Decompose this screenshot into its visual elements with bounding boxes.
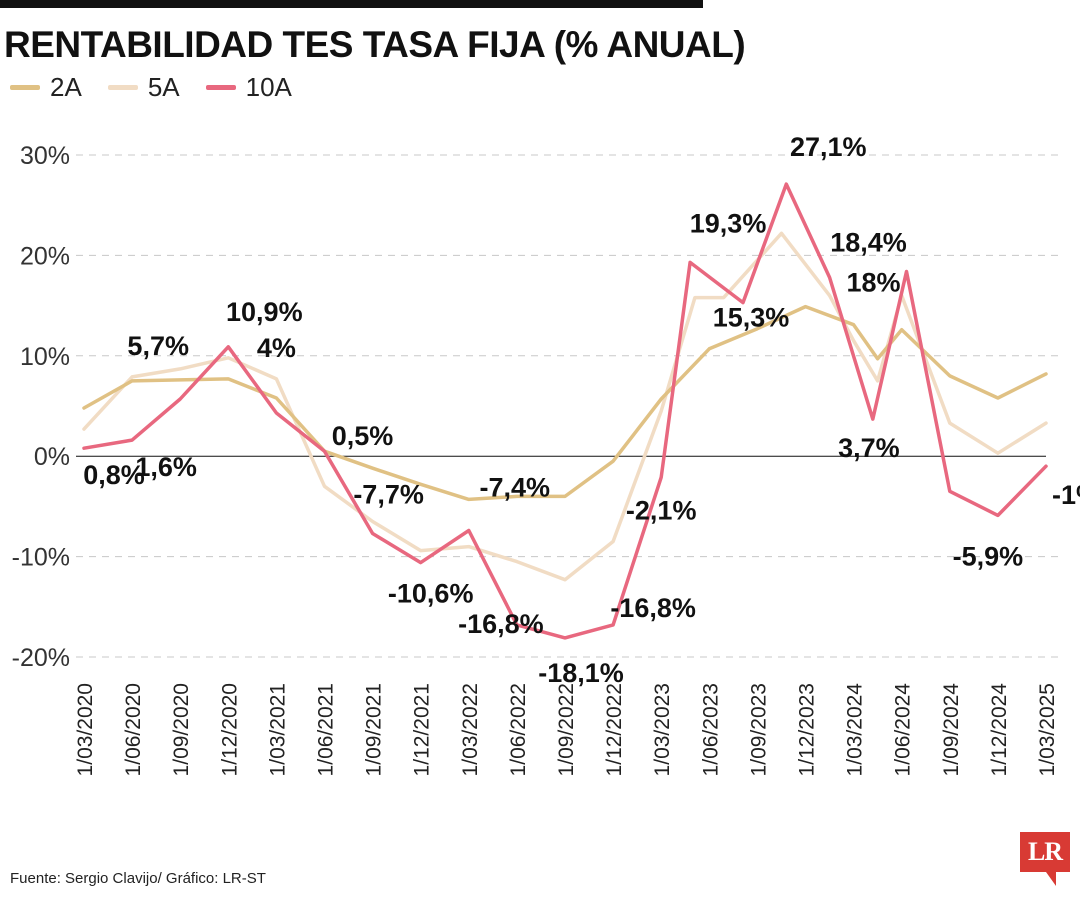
legend-item-2a: 2A	[10, 72, 82, 103]
data-label: 19,3%	[690, 208, 767, 238]
source-note: Fuente: Sergio Clavijo/ Gráfico: LR-ST	[10, 870, 266, 887]
data-label: -7,4%	[480, 472, 551, 502]
x-tick-label: 1/12/2022	[603, 683, 626, 776]
data-label: 0,5%	[332, 421, 394, 451]
legend-swatch-10a	[205, 85, 236, 90]
legend-item-10a: 10A	[205, 72, 292, 103]
data-label: -2,1%	[626, 495, 697, 525]
x-tick-label: 1/06/2024	[892, 683, 915, 777]
legend-label-2a: 2A	[50, 72, 82, 102]
x-tick-label: 1/12/2020	[218, 683, 241, 776]
legend-swatch-5a	[107, 85, 138, 90]
data-label: 10,9%	[226, 297, 303, 327]
x-tick-label: 1/12/2021	[411, 683, 434, 776]
data-label: -5,9%	[953, 541, 1024, 571]
y-tick-label: -10%	[12, 544, 70, 572]
x-tick-label: 1/06/2020	[122, 683, 145, 776]
data-label: -16,8%	[610, 593, 696, 623]
data-label: 15,3%	[713, 303, 790, 333]
y-tick-label: 20%	[20, 242, 70, 270]
y-tick-label: 10%	[20, 343, 70, 371]
x-tick-label: 1/03/2021	[266, 683, 289, 776]
series-line-10a	[82, 182, 1048, 640]
data-label: 18%	[847, 267, 901, 297]
data-label: 1,6%	[135, 452, 197, 482]
x-tick-label: 1/12/2024	[988, 683, 1011, 777]
x-tick-label: 1/12/2023	[796, 683, 819, 776]
y-tick-label: 30%	[20, 142, 70, 170]
series-line-5a	[82, 231, 1048, 582]
x-tick-label: 1/09/2021	[363, 683, 386, 776]
line-chart: 30% 20% 10% 0% -10% -20%1/03/2020 1/06/2020 1/0…	[12, 132, 1080, 777]
y-tick-label: 0%	[34, 443, 70, 471]
x-tick-label: 1/03/2024	[844, 683, 867, 777]
series-line-2a	[82, 304, 1048, 502]
data-label: 27,1%	[790, 132, 867, 162]
x-tick-label: 1/03/2023	[651, 683, 674, 776]
x-tick-label: 1/09/2022	[555, 683, 578, 776]
data-label: 5,7%	[127, 331, 189, 361]
data-label: 0,8%	[83, 460, 145, 490]
x-tick-label: 1/06/2021	[315, 683, 338, 776]
x-tick-label: 1/03/2022	[459, 683, 482, 776]
x-tick-label: 1/03/2020	[74, 683, 97, 776]
x-tick-label: 1/06/2022	[507, 683, 530, 776]
x-tick-label: 1/06/2023	[699, 683, 722, 776]
legend-item-5a: 5A	[107, 72, 180, 103]
chart-title: RENTABILIDAD TES TASA FIJA (% ANUAL)	[4, 24, 746, 65]
data-label: 3,7%	[838, 433, 900, 463]
data-label: -7,7%	[353, 480, 424, 510]
data-label: -1%	[1052, 480, 1080, 510]
x-tick-label: 1/03/2025	[1036, 683, 1059, 776]
x-tick-label: 1/09/2023	[747, 683, 770, 776]
legend: 2A 5A 10A	[10, 72, 292, 103]
x-tick-label: 1/09/2020	[170, 683, 193, 776]
data-label: -18,1%	[538, 658, 624, 688]
data-label: -10,6%	[388, 579, 474, 609]
x-tick-label: 1/09/2024	[940, 683, 963, 777]
y-tick-label: -20%	[12, 644, 70, 672]
top-bar	[0, 0, 703, 8]
data-label: 18,4%	[830, 227, 907, 257]
lr-logo-tail	[1046, 872, 1056, 886]
legend-label-10a: 10A	[245, 72, 292, 102]
legend-swatch-2a	[10, 85, 40, 90]
data-label: 4%	[257, 333, 296, 363]
lr-logo: LR	[1020, 832, 1070, 872]
data-label: -16,8%	[458, 609, 544, 639]
legend-label-5a: 5A	[147, 72, 180, 102]
